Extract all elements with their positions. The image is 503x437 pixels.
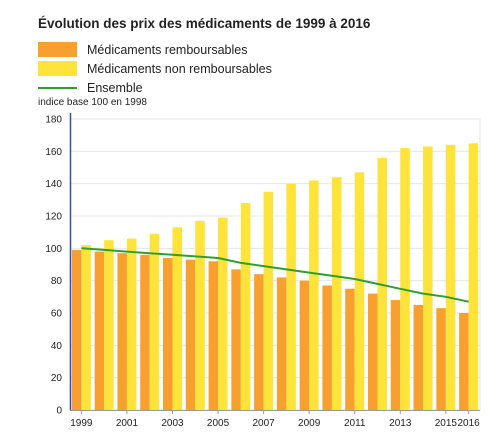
x-tick-label: 2015 — [435, 418, 458, 429]
y-axis-unit-label: indice base 100 en 1998 — [38, 97, 147, 108]
x-tick-label: 2016 — [457, 418, 480, 429]
legend-swatch-remboursables — [38, 42, 77, 57]
bar-non-remboursables — [331, 177, 342, 410]
bar-non-remboursables — [423, 146, 433, 410]
legend-label-non-remboursables: Médicaments non remboursables — [87, 61, 272, 76]
x-tick-label: 2001 — [116, 418, 139, 429]
bar-non-remboursables — [218, 217, 228, 410]
bar-remboursables — [436, 308, 446, 410]
bar-remboursables — [345, 288, 355, 410]
x-tick-label: 2011 — [344, 418, 366, 429]
bar-non-remboursables — [172, 227, 182, 410]
bar-remboursables — [117, 253, 127, 410]
y-tick-label: 180 — [45, 115, 62, 126]
bar-remboursables — [276, 277, 287, 410]
bar-remboursables — [140, 254, 150, 410]
y-tick-label: 100 — [45, 244, 62, 255]
bar-non-remboursables — [149, 233, 160, 410]
y-tick-label: 140 — [45, 179, 62, 190]
bar-remboursables — [231, 269, 241, 410]
bar-non-remboursables — [263, 191, 274, 410]
bar-non-remboursables — [195, 220, 205, 410]
bar-remboursables — [94, 251, 105, 410]
legend-item-remboursables: Médicaments remboursables — [38, 40, 272, 59]
legend-item-non-remboursables: Médicaments non remboursables — [38, 59, 272, 78]
bar-non-remboursables — [81, 245, 91, 410]
x-tick-label: 2013 — [389, 418, 412, 429]
bar-remboursables — [459, 313, 469, 410]
bar-remboursables — [413, 304, 424, 410]
bar-non-remboursables — [286, 183, 296, 410]
legend-item-ensemble: Ensemble — [38, 78, 272, 97]
bar-non-remboursables — [354, 172, 365, 410]
bar-remboursables — [71, 249, 82, 410]
chart-title: Évolution des prix des médicaments de 19… — [38, 16, 371, 31]
y-tick-label: 20 — [51, 373, 63, 384]
x-tick-label: 1999 — [70, 418, 93, 429]
y-tick-label: 120 — [45, 212, 62, 223]
legend: Médicaments remboursables Médicaments no… — [38, 40, 272, 97]
bar-remboursables — [185, 259, 196, 410]
bar-non-remboursables — [309, 180, 319, 410]
line-ensemble — [81, 247, 469, 303]
bar-non-remboursables — [468, 143, 479, 410]
y-tick-label: 60 — [51, 309, 63, 320]
bar-non-remboursables — [240, 203, 251, 410]
x-tick-label: 2003 — [161, 418, 184, 429]
bar-remboursables — [208, 261, 219, 410]
bar-non-remboursables — [126, 238, 137, 410]
bar-remboursables — [254, 274, 264, 410]
y-tick-label: 160 — [45, 147, 62, 158]
legend-label-remboursables: Médicaments remboursables — [87, 42, 248, 57]
bar-non-remboursables — [104, 240, 114, 410]
bar-remboursables — [390, 300, 401, 410]
bar-remboursables — [322, 285, 332, 410]
bar-non-remboursables — [400, 148, 410, 410]
bar-remboursables — [163, 258, 173, 410]
legend-label-ensemble: Ensemble — [87, 80, 143, 95]
y-tick-label: 40 — [51, 341, 63, 352]
legend-swatch-non-remboursables — [38, 61, 77, 76]
x-tick-label: 2007 — [252, 418, 275, 429]
legend-line-ensemble — [38, 86, 77, 89]
x-tick-label: 2009 — [298, 418, 321, 429]
x-tick-label: 2005 — [207, 418, 230, 429]
bar-remboursables — [299, 280, 310, 410]
y-tick-label: 0 — [56, 406, 62, 417]
y-tick-label: 80 — [51, 276, 63, 287]
bar-remboursables — [368, 293, 378, 410]
bar-non-remboursables — [445, 144, 456, 410]
